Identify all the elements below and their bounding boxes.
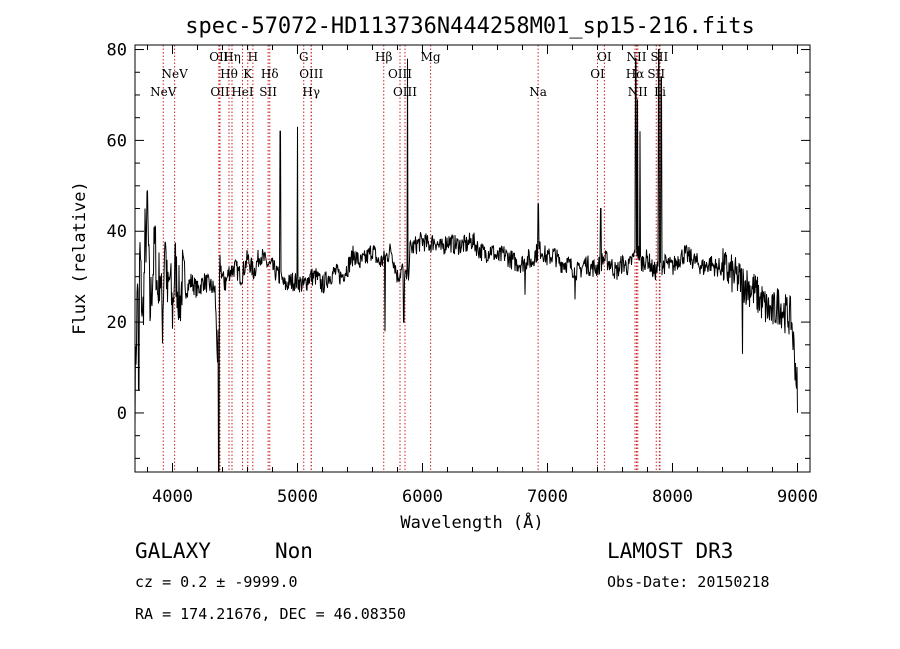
line-label: Hγ [302, 85, 320, 99]
line-label: Li [654, 85, 666, 99]
y-tick-label: 80 [107, 41, 127, 61]
line-label: NeV [150, 85, 177, 99]
line-label: K [243, 67, 253, 81]
y-tick-label: 40 [107, 222, 127, 242]
line-label: Hδ [261, 67, 279, 81]
object-class: GALAXY [135, 539, 211, 563]
line-label: OII [210, 85, 230, 99]
y-tick-label: 20 [107, 313, 127, 333]
line-label: G [299, 50, 309, 64]
object-subclass: Non [275, 539, 313, 563]
line-label: Hβ [375, 50, 392, 64]
line-label: HeI [231, 85, 254, 99]
line-label: H [248, 50, 258, 64]
y-axis: 0 20 40 60 80 [107, 41, 810, 459]
obs-date-text: Obs-Date: 20150218 [607, 573, 770, 591]
redshift-text: cz = 0.2 ± -9999.0 [135, 573, 298, 591]
y-tick-label: 60 [107, 131, 127, 151]
line-label: OIII [299, 67, 323, 81]
line-label: Hα [626, 67, 645, 81]
x-tick-label: 6000 [402, 487, 443, 507]
spectrum-series [134, 49, 798, 473]
line-label: OIII [393, 85, 417, 99]
line-label: OIII [388, 67, 412, 81]
x-tick-label: 8000 [652, 487, 693, 507]
spectrum-line [134, 49, 798, 473]
x-tick-label: 4000 [152, 487, 193, 507]
line-label: NII [628, 85, 648, 99]
coordinates-text: RA = 174.21676, DEC = 46.08350 [135, 605, 406, 623]
line-label: SII [651, 50, 669, 64]
x-tick-label: 5000 [277, 487, 318, 507]
line-label: SII [259, 85, 277, 99]
chart-title: spec-57072-HD113736N444258M01_sp15-216.f… [185, 14, 755, 39]
x-axis-title: Wavelength (Å) [400, 511, 543, 533]
plot-frame [134, 44, 811, 473]
line-label: OI [597, 50, 612, 64]
x-axis: 4000 5000 6000 7000 8000 9000 [147, 45, 818, 507]
line-label: NeV [161, 67, 188, 81]
emission-line-labels: NeV NeV OII OII Hθ Hη HeI KH SII Hδ G OIII Hγ Hβ OIII O… [150, 50, 668, 99]
line-label: Na [529, 85, 547, 99]
survey-name: LAMOST DR3 [607, 539, 733, 563]
line-label: SII [647, 67, 665, 81]
y-tick-label: 0 [117, 404, 127, 424]
y-axis-title: Flux (relative) [70, 181, 90, 335]
line-label: OI [590, 67, 605, 81]
x-tick-label: 7000 [527, 487, 568, 507]
line-label: Hθ [220, 67, 238, 81]
line-label: OII [209, 50, 229, 64]
line-label: NII [627, 50, 647, 64]
line-label: Hη [223, 50, 241, 64]
x-tick-label: 9000 [777, 487, 818, 507]
line-label: Mg [421, 50, 441, 64]
